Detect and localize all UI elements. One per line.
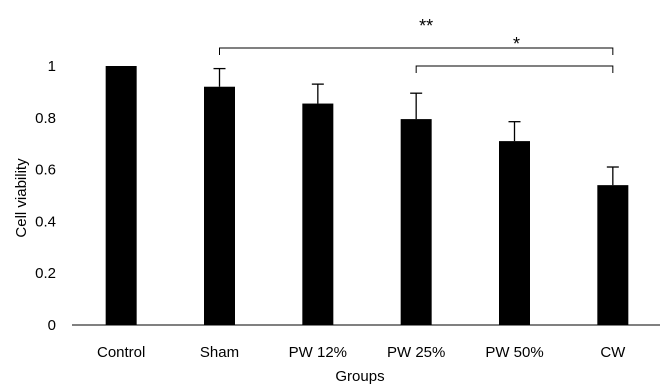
bars [105, 66, 629, 326]
x-tick-label: PW 25% [387, 344, 445, 361]
error-bars [213, 67, 619, 186]
significance-label: * [513, 34, 520, 54]
y-tick-label: 0 [48, 317, 56, 334]
x-axis-title: Groups [335, 368, 384, 385]
y-tick-label: 0.4 [35, 213, 56, 230]
bar [105, 66, 137, 325]
significance-brackets: *** [219, 16, 614, 73]
bar [204, 86, 235, 325]
y-tick-label: 0.2 [35, 265, 56, 282]
y-tick-label: 0.8 [35, 110, 56, 127]
x-tick-label: CW [600, 344, 626, 361]
significance-bracket [219, 47, 614, 55]
x-tick-label: PW 12% [289, 344, 347, 361]
x-tick-label: Control [97, 344, 145, 361]
bar [499, 141, 530, 325]
bar [400, 119, 432, 325]
bar [597, 185, 629, 325]
bar [302, 103, 334, 326]
significance-label: ** [419, 16, 433, 36]
x-axis: Control Sham PW 12% PW 25% PW 50% CW [72, 324, 660, 361]
x-tick-label: Sham [200, 344, 239, 361]
y-axis: 0 0.2 0.4 0.6 0.8 1 [35, 58, 56, 334]
y-tick-label: 1 [48, 58, 56, 75]
x-tick-label: PW 50% [485, 344, 543, 361]
y-axis-title: Cell viability [13, 158, 30, 238]
significance-bracket [415, 65, 614, 73]
y-tick-label: 0.6 [35, 162, 56, 179]
